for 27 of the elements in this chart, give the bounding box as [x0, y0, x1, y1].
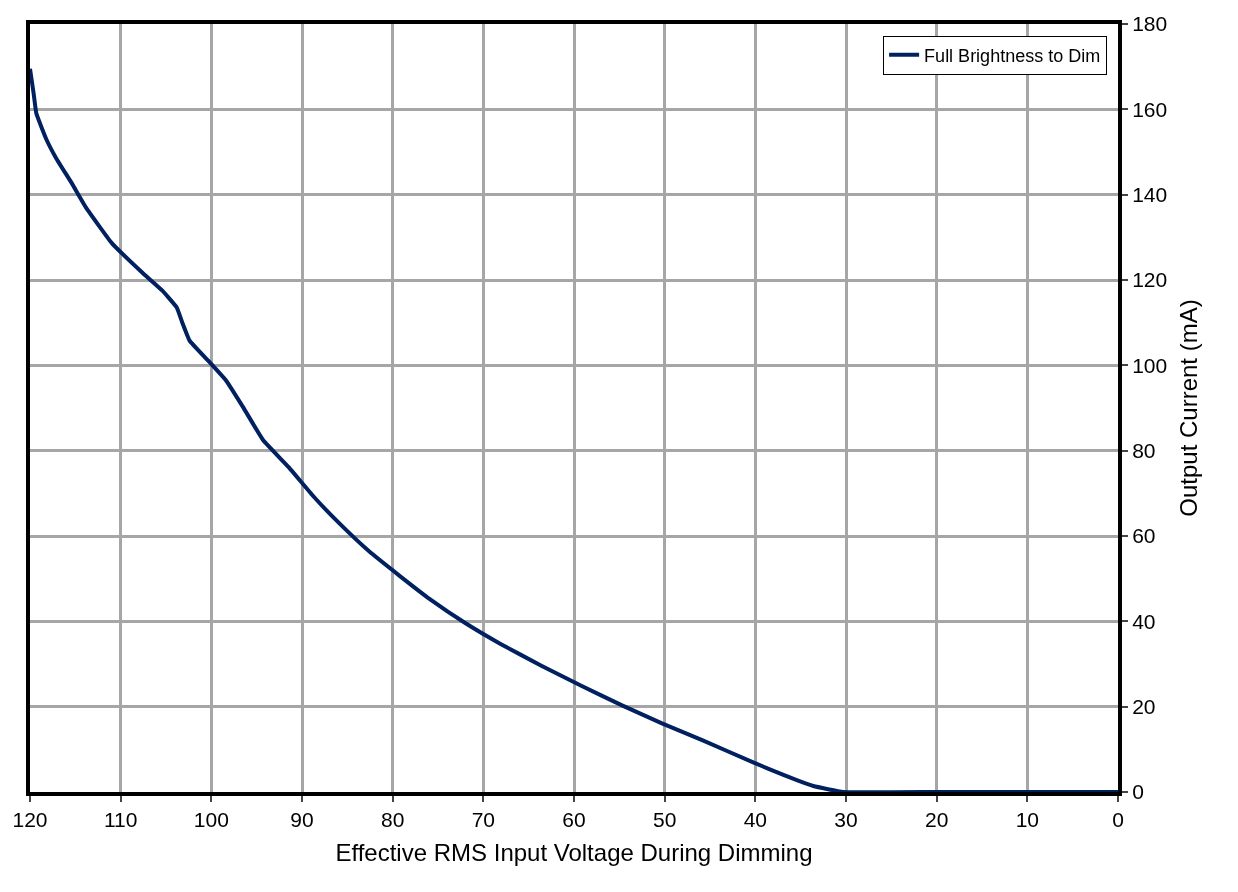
x-tick-label: 90 — [290, 808, 314, 832]
x-tick-label: 50 — [652, 808, 677, 832]
y-tick-label: 140 — [1132, 183, 1168, 207]
line-series — [30, 66, 1118, 792]
y-tick-label: 180 — [1132, 12, 1168, 36]
y-tick-label: 120 — [1132, 268, 1168, 292]
x-axis-title: Effective RMS Input Voltage During Dimming — [335, 839, 813, 866]
x-tick-label: 10 — [1015, 808, 1040, 832]
y-tick-label: 80 — [1132, 439, 1156, 463]
legend-label: Full Brightness to Dim — [924, 45, 1101, 66]
x-tick-label: 80 — [380, 808, 405, 832]
y-tick-label: 100 — [1132, 353, 1168, 377]
x-tick-label: 70 — [471, 808, 496, 832]
x-tick-label: 110 — [103, 808, 138, 832]
x-tick-label: 30 — [834, 808, 858, 832]
y-tick-label: 0 — [1132, 780, 1144, 804]
x-tick-label: 20 — [924, 808, 949, 832]
y-tick-label: 20 — [1132, 695, 1156, 719]
y-tick-label: 40 — [1132, 609, 1156, 633]
x-tick-label: 120 — [12, 808, 48, 832]
x-tick-label: 40 — [743, 808, 768, 832]
x-tick-label: 0 — [1112, 808, 1124, 832]
x-tick-label: 100 — [193, 808, 229, 832]
y-tick-label: 160 — [1132, 97, 1168, 121]
y-axis-title: Output Current (mA) — [1175, 299, 1203, 517]
y-tick-label: 60 — [1132, 524, 1156, 548]
x-tick-label: 60 — [562, 808, 586, 832]
